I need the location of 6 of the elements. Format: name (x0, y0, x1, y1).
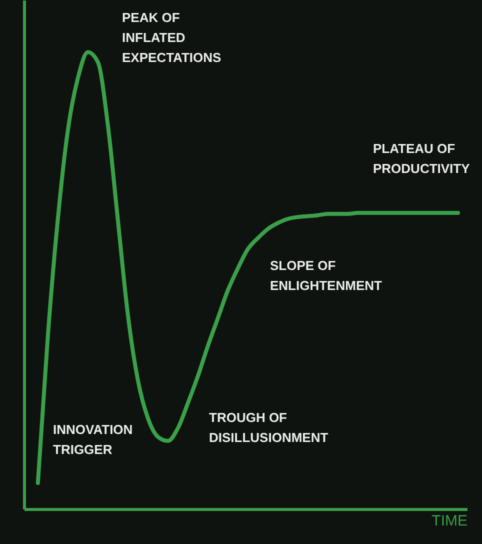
annotation: PEAK OF INFLATED EXPECTATIONS (122, 10, 222, 65)
x-axis-title: TIME (432, 512, 468, 530)
annotation: INNOVATION TRIGGER (53, 422, 133, 457)
annotation: SLOPE OF ENLIGHTENMENT (270, 258, 382, 293)
annotation: PLATEAU OF PRODUCTIVITY (373, 141, 470, 176)
annotation: TROUGH OF DISILLUSIONMENT (209, 410, 328, 445)
